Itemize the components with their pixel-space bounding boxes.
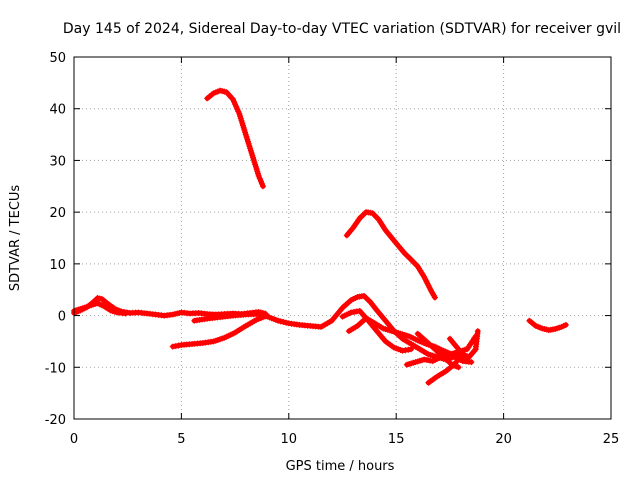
- data-point: [468, 359, 475, 366]
- series-arc-5: [191, 292, 475, 366]
- plot-frame: [73, 56, 612, 420]
- data-point: [280, 319, 287, 325]
- grid-lines: [74, 57, 611, 419]
- data-point: [474, 328, 481, 335]
- data-point: [260, 183, 266, 190]
- x-tick-label: 15: [388, 432, 405, 447]
- series-line: [191, 293, 474, 365]
- data-point: [424, 357, 430, 363]
- series-arc-10: [425, 359, 460, 386]
- x-tick-label: 20: [495, 432, 512, 447]
- data-point: [175, 342, 182, 349]
- x-axis-label: GPS time / hours: [286, 459, 395, 474]
- data-series: [71, 87, 569, 386]
- y-tick-label: 10: [49, 258, 66, 273]
- y-tick-label: 20: [49, 206, 66, 221]
- data-point: [408, 346, 415, 353]
- data-point: [453, 359, 460, 366]
- chart-title: Day 145 of 2024, Sidereal Day-to-day VTE…: [63, 21, 621, 37]
- y-tick-label: 40: [49, 103, 66, 118]
- series-line: [344, 209, 438, 300]
- data-point: [562, 321, 569, 328]
- series-arc-11: [446, 328, 481, 360]
- data-point: [122, 310, 129, 317]
- y-tick-label: 50: [49, 51, 66, 66]
- data-point: [351, 309, 357, 315]
- data-point: [257, 178, 264, 185]
- y-tick-label: -20: [45, 413, 66, 428]
- data-point: [283, 319, 290, 326]
- y-tick-label: 0: [58, 310, 66, 325]
- data-point: [431, 294, 438, 301]
- y-axis-ticks: -20 -10 0 10 20 30 40 50: [45, 51, 611, 428]
- y-tick-label: 30: [49, 154, 66, 169]
- x-tick-label: 5: [177, 432, 185, 447]
- series-arc-3: [204, 87, 266, 190]
- y-axis-label: SDTVAR / TECUs: [8, 185, 23, 292]
- series-arc-12: [343, 209, 438, 301]
- series-arc-2: [71, 300, 129, 317]
- x-axis-ticks: 0 5 10 15 20 25: [70, 57, 619, 447]
- series-arc-6: [339, 307, 415, 354]
- data-point: [256, 175, 263, 182]
- x-tick-label: 25: [603, 432, 620, 447]
- data-point: [275, 317, 282, 324]
- y-tick-label: -10: [45, 361, 66, 376]
- series-arc-13: [526, 317, 569, 334]
- data-point: [258, 180, 265, 187]
- data-point: [455, 364, 462, 371]
- x-tick-label: 0: [70, 432, 78, 447]
- x-tick-label: 10: [281, 432, 298, 447]
- data-point: [255, 172, 262, 179]
- data-point: [277, 318, 284, 325]
